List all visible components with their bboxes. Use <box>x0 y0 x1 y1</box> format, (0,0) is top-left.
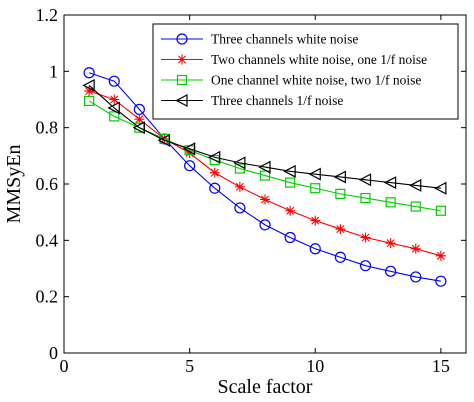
series-4-point <box>358 173 372 187</box>
series-3-point <box>259 170 271 181</box>
series-4-point <box>207 150 221 164</box>
series-3-point <box>435 205 446 216</box>
legend-swatch-marker <box>176 33 188 45</box>
legend-label: Three channels white noise <box>211 32 358 47</box>
series-3-point <box>360 192 371 204</box>
series-1-point <box>83 67 95 79</box>
legend-box <box>152 23 459 120</box>
series-4-point <box>107 101 120 115</box>
series-4-point <box>182 142 196 156</box>
legend-entry-2: Two channels white noise, one 1/f noise <box>161 52 427 67</box>
legend: Three channels white noise Two channels w… <box>152 23 459 120</box>
series-2-point <box>335 224 346 235</box>
legend-entry-4: Three channels 1/f noise <box>161 93 343 108</box>
legend-entry-1: Three channels white noise <box>161 32 358 47</box>
y-tick-label: 0 <box>49 343 58 363</box>
series-4 <box>82 78 447 195</box>
series-4-point <box>258 160 271 174</box>
x-tick-label: 10 <box>306 356 324 376</box>
series-1-line <box>88 72 441 282</box>
series-2-point <box>310 215 321 226</box>
y-tick-label: 0.2 <box>36 287 59 307</box>
series-2 <box>84 86 446 261</box>
x-axis-label: Scale factor <box>218 376 313 398</box>
y-tick-label: 0.4 <box>36 230 59 250</box>
legend-entry-3: One channel white noise, two 1/f noise <box>161 73 421 88</box>
series-4-point <box>333 170 346 184</box>
x-tick-label: 5 <box>185 356 194 376</box>
y-tick-label: 1.2 <box>36 5 59 25</box>
series-2-point <box>234 181 245 192</box>
series-1-point <box>435 275 447 287</box>
series-4-point <box>132 121 145 135</box>
series-2-point <box>134 114 145 125</box>
series-2-point <box>260 194 270 205</box>
legend-swatch-marker <box>176 74 188 86</box>
y-tick-label: 1 <box>49 61 58 81</box>
y-tick-label: 0.6 <box>36 174 59 194</box>
series-1-point <box>259 219 271 231</box>
series-1-point <box>284 231 296 244</box>
series-2-point <box>285 205 296 216</box>
series-4-point <box>383 176 397 190</box>
series-2-point <box>109 94 120 105</box>
series-3-point <box>109 111 120 122</box>
plot-area <box>82 67 447 287</box>
series-3-point <box>285 177 296 188</box>
x-tick-label: 15 <box>432 356 450 376</box>
series-1-point <box>410 271 422 283</box>
legend-swatch-marker <box>175 94 188 107</box>
series-4-point <box>408 178 422 192</box>
series-4-line <box>88 85 441 189</box>
series-3-point <box>335 188 346 199</box>
series-1 <box>83 67 447 287</box>
x-tick-label: 0 <box>60 356 69 376</box>
series-1-point <box>334 251 346 263</box>
y-tick-label: 0.8 <box>36 118 59 138</box>
series-4-point <box>82 78 95 92</box>
series-2-point <box>184 148 195 159</box>
legend-label: Two channels white noise, one 1/f noise <box>211 52 427 67</box>
series-2-point <box>84 86 95 97</box>
series-4-point <box>157 133 171 147</box>
series-2-point <box>410 243 421 254</box>
series-4-point <box>283 164 296 178</box>
y-axis-label: MMSyEn <box>3 145 25 224</box>
series-1-point <box>309 243 321 255</box>
series-1-point <box>209 182 221 194</box>
series-3-point <box>310 183 321 194</box>
series-2-point <box>385 238 396 249</box>
series-3-point <box>84 95 95 107</box>
legend-label: One channel white noise, two 1/f noise <box>211 73 421 88</box>
series-2-point <box>435 250 446 261</box>
series-3-point <box>410 201 421 212</box>
series-2-point <box>209 167 220 178</box>
axes: 0 5 10 15 0 0.2 0.4 0.6 0.8 1 1.2 <box>36 5 467 376</box>
series-1-point <box>108 75 120 87</box>
series-3-point <box>385 197 396 208</box>
series-4-point <box>233 156 246 170</box>
series-1-point <box>359 260 372 272</box>
series-1-point <box>184 160 196 172</box>
legend-swatch-marker <box>177 54 187 65</box>
series-4-point <box>434 181 447 195</box>
series-4-point <box>308 167 321 181</box>
series-2-point <box>360 232 371 243</box>
series-1-point <box>234 202 246 214</box>
series-1-point <box>385 265 397 277</box>
legend-label: Three channels 1/f noise <box>211 93 343 108</box>
